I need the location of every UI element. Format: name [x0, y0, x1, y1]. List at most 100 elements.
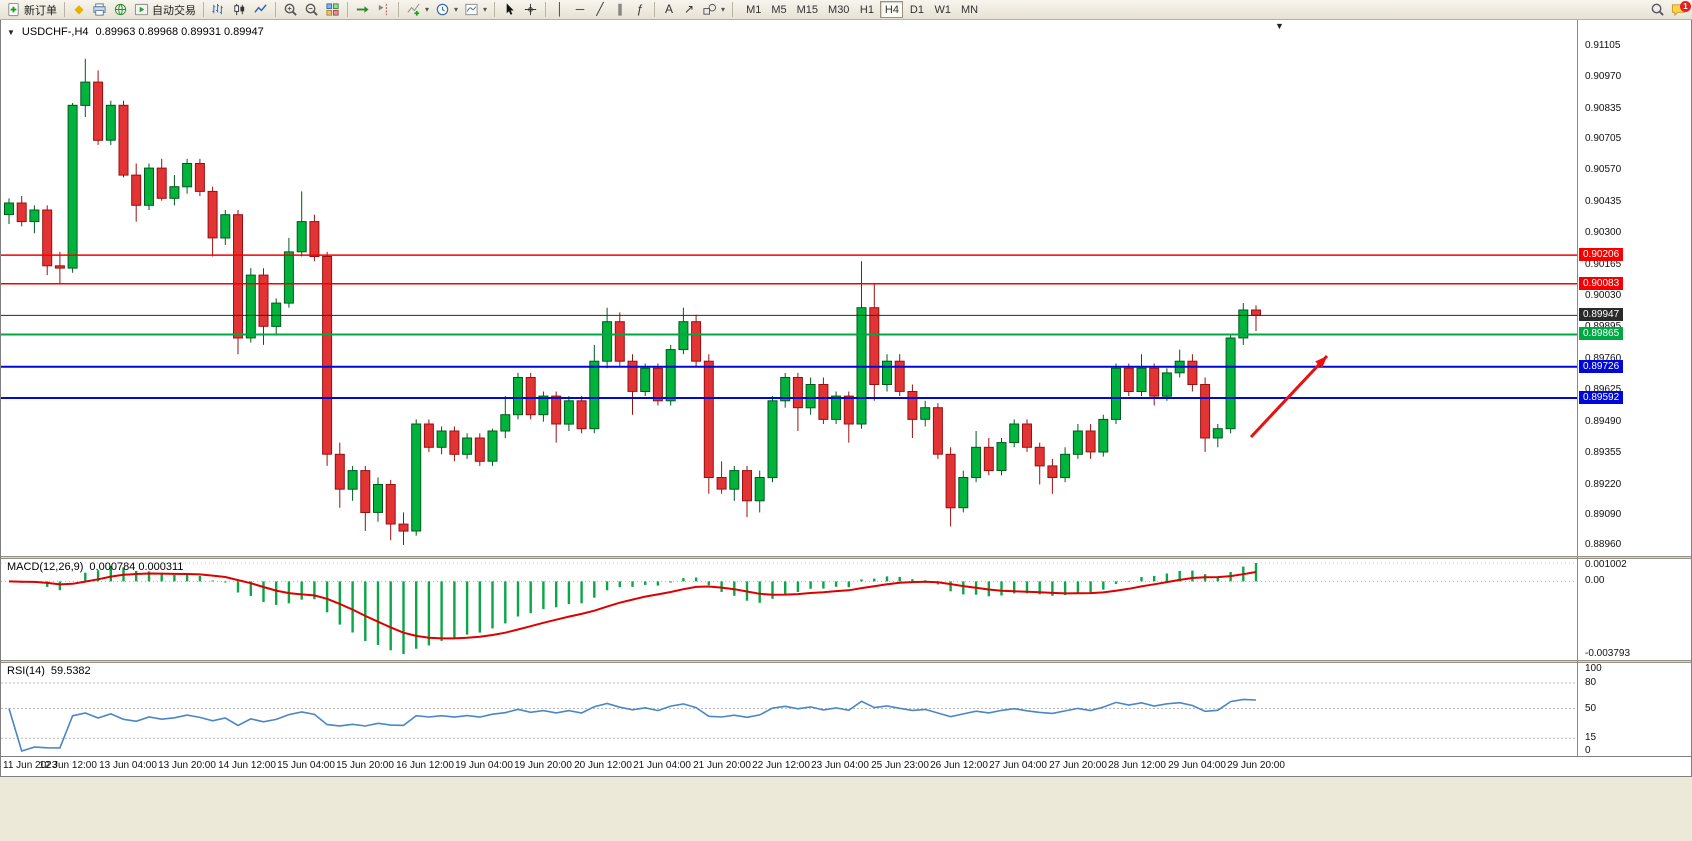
shapes-icon [703, 3, 717, 15]
rsi-axis: 100 80 50 15 0 [1578, 663, 1691, 756]
arrows-tool-button[interactable]: ↗ [680, 1, 698, 19]
price-axis[interactable]: 0.91105 0.90970 0.90835 0.90705 0.90570 0.904… [1578, 20, 1691, 556]
macd-name: MACD(12,26,9) [7, 561, 84, 573]
auto-trading-button[interactable]: 自动交易 [132, 1, 198, 19]
market-watch-button[interactable]: ◆ [70, 1, 88, 19]
time-axis-label: 15 Jun 04:00 [277, 760, 335, 771]
symbol-period-label: USDCHF-,H4 [21, 26, 89, 38]
time-axis-label: 26 Jun 12:00 [930, 760, 988, 771]
time-axis-label: 11 Jun 2023 [3, 760, 58, 771]
timeframe-button-w1[interactable]: W1 [930, 1, 955, 18]
vline-tool-button[interactable]: │ [551, 1, 569, 19]
price-axis-label: 0.90835 [1585, 103, 1622, 114]
trend-arrow-head [1315, 356, 1327, 369]
notification-badge: 1 [1680, 0, 1691, 12]
auto-scroll-button[interactable] [353, 1, 372, 19]
time-axis-label: 13 Jun 04:00 [99, 760, 157, 771]
panel-divider[interactable] [1, 556, 1691, 559]
price-level-badge: 0.89726 [1579, 360, 1624, 373]
globe-icon [114, 3, 127, 16]
price-axis-separator [1577, 20, 1578, 756]
market-watch-icon: ◆ [74, 2, 84, 16]
rsi-axis-label: 15 [1585, 732, 1597, 743]
chat-button[interactable]: 1 [1669, 0, 1691, 19]
rsi-panel[interactable] [1, 663, 1577, 756]
zoom-in-button[interactable] [281, 1, 300, 19]
price-level-badge: 0.89947 [1579, 308, 1624, 321]
one-click-trading-toggle[interactable]: ▼ [7, 27, 15, 37]
candles-chart-icon [234, 3, 245, 16]
cursor-button[interactable] [500, 1, 519, 19]
chevron-down-icon: ▾ [454, 5, 459, 14]
panel-divider[interactable] [1, 660, 1691, 663]
price-axis-label: 0.89220 [1585, 479, 1622, 490]
chart-shift-marker[interactable]: ▼ [1275, 21, 1284, 31]
toolbar-separator [347, 2, 348, 17]
zoom-out-button[interactable] [302, 1, 321, 19]
bars-chart-button[interactable] [209, 1, 228, 19]
indicators-button[interactable]: ▾ [404, 1, 431, 19]
zoom-in-icon [284, 3, 297, 16]
fibonacci-tool-button[interactable]: ƒ [631, 1, 649, 19]
time-axis[interactable]: 11 Jun 2023 12 Jun 12:00 13 Jun 04:00 13 Ju… [1, 757, 1577, 775]
clock-icon [436, 3, 449, 16]
timeframe-button-m1[interactable]: M1 [742, 1, 765, 18]
time-axis-label: 16 Jun 12:00 [396, 760, 454, 771]
price-axis-label: 0.90435 [1585, 196, 1622, 207]
price-axis-label: 0.90300 [1585, 227, 1622, 238]
templates-button[interactable]: ▾ [462, 1, 489, 19]
macd-values: 0.000784 0.000311 [89, 561, 184, 573]
time-axis-label: 19 Jun 20:00 [514, 760, 572, 771]
crosshair-button[interactable] [521, 1, 540, 19]
timeframe-button-m30[interactable]: M30 [824, 1, 853, 18]
crosshair-icon [524, 3, 537, 16]
price-axis-label: 0.90030 [1585, 290, 1622, 301]
vertical-line-icon: │ [556, 2, 564, 16]
timeframe-button-mn[interactable]: MN [957, 1, 982, 18]
macd-panel[interactable] [1, 559, 1577, 660]
time-axis-label: 13 Jun 20:00 [158, 760, 216, 771]
time-axis-separator [1, 756, 1691, 757]
timeframe-button-h4[interactable]: H4 [880, 1, 904, 18]
search-symbol-button[interactable] [1648, 1, 1667, 19]
main-toolbar: 新订单 ◆ 自动交易 ▾ ▾ [0, 0, 1692, 20]
time-axis-label: 14 Jun 12:00 [218, 760, 276, 771]
chart-shift-button[interactable] [374, 1, 393, 19]
hline-tool-button[interactable]: ─ [571, 1, 589, 19]
timeframe-button-m15[interactable]: M15 [793, 1, 822, 18]
macd-signal-line [8, 571, 1257, 640]
community-button[interactable] [111, 1, 130, 19]
chevron-down-icon: ▾ [721, 5, 726, 14]
time-axis-label: 23 Jun 04:00 [811, 760, 869, 771]
timeframe-button-h1[interactable]: H1 [855, 1, 878, 18]
shapes-tool-button[interactable]: ▾ [700, 1, 727, 19]
timeframe-button-m5[interactable]: M5 [767, 1, 790, 18]
toolbar-separator [275, 2, 276, 17]
periods-button[interactable]: ▾ [433, 1, 460, 19]
rsi-label: RSI(14) 59.5382 [7, 665, 91, 677]
price-axis-label: 0.89895 [1585, 321, 1621, 332]
text-tool-button[interactable]: A [660, 1, 678, 19]
time-axis-label: 15 Jun 20:00 [336, 760, 394, 771]
timeframe-button-d1[interactable]: D1 [905, 1, 928, 18]
search-icon [1651, 3, 1664, 16]
time-axis-label: 22 Jun 12:00 [752, 760, 810, 771]
price-level-badge: 0.89592 [1579, 391, 1624, 404]
new-order-button[interactable]: 新订单 [4, 1, 59, 19]
tile-windows-button[interactable] [323, 1, 342, 19]
chevron-down-icon: ▾ [483, 5, 488, 14]
macd-histogram [20, 563, 1258, 654]
macd-axis-label: -0.003793 [1585, 648, 1631, 659]
new-order-label: 新订单 [24, 4, 57, 17]
trendline-tool-button[interactable]: ╱ [591, 1, 609, 19]
candles-chart-button[interactable] [230, 1, 249, 19]
price-axis-label: 0.90165 [1585, 259, 1622, 270]
macd-axis: 0.001002 0.00 -0.003793 [1578, 559, 1691, 660]
chart-canvas[interactable] [1, 20, 1577, 556]
print-button[interactable] [90, 1, 109, 19]
line-chart-button[interactable] [251, 1, 270, 19]
price-axis-label: 0.90705 [1585, 133, 1622, 144]
time-axis-label: 25 Jun 23:00 [871, 760, 929, 771]
trend-arrow-annotation[interactable] [1249, 354, 1329, 439]
channel-tool-button[interactable]: ∥ [611, 1, 629, 19]
